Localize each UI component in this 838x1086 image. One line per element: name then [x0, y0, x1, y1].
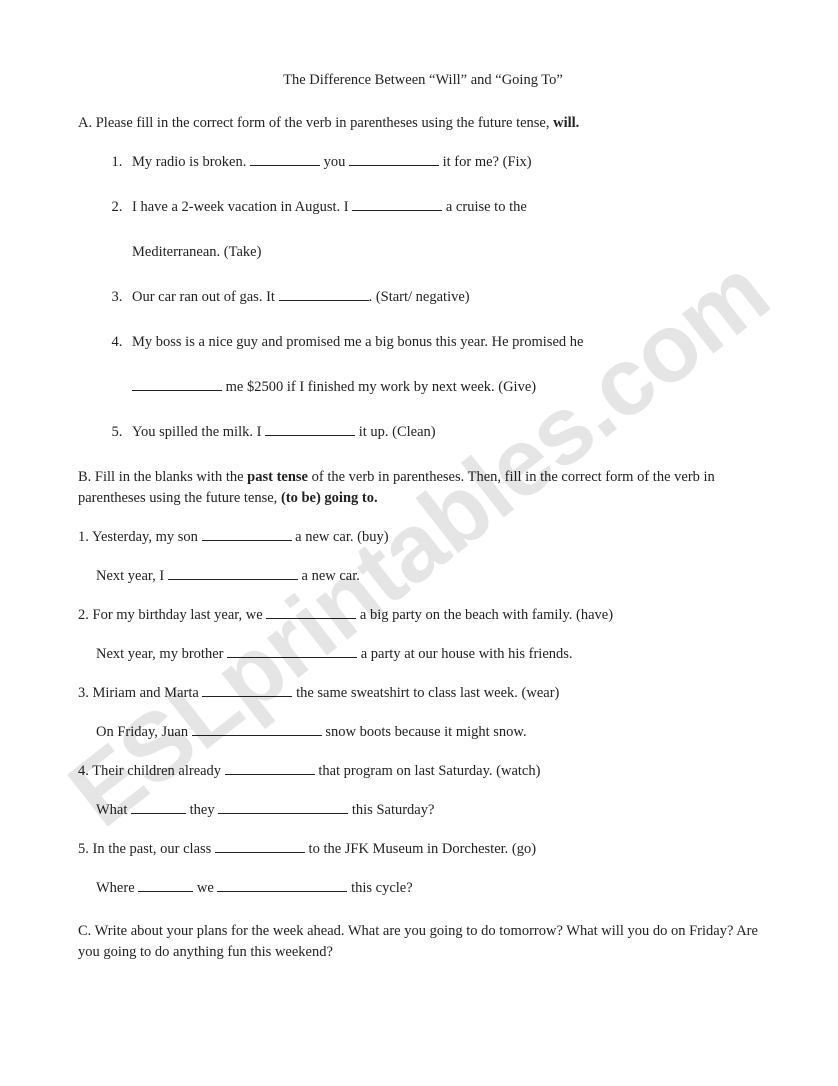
pair-line2: What they this Saturday?	[78, 800, 768, 821]
text: What	[96, 802, 131, 818]
pair-item: 4. Their children already that program o…	[78, 761, 768, 821]
text: me $2500 if I finished my work by next w…	[222, 379, 536, 395]
text: it for me? (Fix)	[439, 154, 532, 170]
page-title: The Difference Between “Will” and “Going…	[78, 70, 768, 91]
text: it up. (Clean)	[355, 424, 436, 440]
pair-item: 5. In the past, our class to the JFK Mus…	[78, 839, 768, 899]
text: 2. For my birthday last year, we	[78, 607, 266, 623]
pair-item: 2. For my birthday last year, we a big p…	[78, 605, 768, 665]
blank-input[interactable]	[218, 801, 348, 814]
text: we	[193, 880, 217, 896]
text: that program on last Saturday. (watch)	[315, 763, 541, 779]
text: You spilled the milk. I	[132, 424, 265, 440]
text: the same sweatshirt to class last week. …	[292, 685, 559, 701]
blank-input[interactable]	[217, 879, 347, 892]
blank-input[interactable]	[266, 606, 356, 619]
text: 1. Yesterday, my son	[78, 529, 202, 545]
text: snow boots because it might snow.	[322, 724, 527, 740]
text: My boss is a nice guy and promised me a …	[132, 334, 583, 350]
section-a-list: My radio is broken. you it for me? (Fix)…	[78, 152, 768, 443]
text: to the JFK Museum in Dorchester. (go)	[305, 841, 536, 857]
pair-line1: 1. Yesterday, my son a new car. (buy)	[78, 527, 768, 548]
blank-input[interactable]	[225, 762, 315, 775]
text: a new car. (buy)	[292, 529, 389, 545]
text-bold: past tense	[247, 469, 308, 485]
pair-item: 3. Miriam and Marta the same sweatshirt …	[78, 683, 768, 743]
pair-line1: 2. For my birthday last year, we a big p…	[78, 605, 768, 626]
section-b-intro: B. Fill in the blanks with the past tens…	[78, 467, 768, 509]
text: 3. Miriam and Marta	[78, 685, 202, 701]
text: they	[186, 802, 218, 818]
list-item: Our car ran out of gas. It . (Start/ neg…	[126, 287, 768, 308]
text: 4. Their children already	[78, 763, 225, 779]
pair-line2: Next year, my brother a party at our hou…	[78, 644, 768, 665]
pair-line1: 4. Their children already that program o…	[78, 761, 768, 782]
text: this Saturday?	[348, 802, 434, 818]
text: Our car ran out of gas. It	[132, 289, 279, 305]
text-bold: (to be) going to.	[281, 490, 378, 506]
section-a-intro: A. Please fill in the correct form of th…	[78, 113, 768, 134]
list-item: You spilled the milk. I it up. (Clean)	[126, 422, 768, 443]
section-c: C. Write about your plans for the week a…	[78, 921, 768, 963]
blank-input[interactable]	[250, 153, 320, 166]
text: a big party on the beach with family. (h…	[356, 607, 613, 623]
blank-input[interactable]	[215, 840, 305, 853]
worksheet-page: The Difference Between “Will” and “Going…	[0, 0, 838, 1003]
text: a cruise to the	[442, 199, 527, 215]
text: a party at our house with his friends.	[357, 646, 572, 662]
blank-input[interactable]	[349, 153, 439, 166]
blank-input[interactable]	[202, 684, 292, 697]
pair-line1: 5. In the past, our class to the JFK Mus…	[78, 839, 768, 860]
text: My radio is broken.	[132, 154, 250, 170]
pair-line1: 3. Miriam and Marta the same sweatshirt …	[78, 683, 768, 704]
blank-input[interactable]	[202, 528, 292, 541]
blank-input[interactable]	[192, 723, 322, 736]
blank-input[interactable]	[265, 423, 355, 436]
list-item: I have a 2-week vacation in August. I a …	[126, 197, 768, 263]
list-item: My radio is broken. you it for me? (Fix)	[126, 152, 768, 173]
blank-input[interactable]	[279, 288, 369, 301]
section-a-intro-bold: will.	[553, 115, 579, 131]
blank-input[interactable]	[168, 567, 298, 580]
blank-input[interactable]	[131, 801, 186, 814]
text: . (Start/ negative)	[369, 289, 470, 305]
continuation: me $2500 if I finished my work by next w…	[132, 377, 768, 398]
pair-line2: Where we this cycle?	[78, 878, 768, 899]
blank-input[interactable]	[227, 645, 357, 658]
blank-input[interactable]	[138, 879, 193, 892]
text: this cycle?	[347, 880, 412, 896]
text: Mediterranean. (Take)	[132, 242, 768, 263]
list-item: My boss is a nice guy and promised me a …	[126, 332, 768, 398]
text: a new car.	[298, 568, 360, 584]
text: 5. In the past, our class	[78, 841, 215, 857]
blank-input[interactable]	[352, 198, 442, 211]
text: Where	[96, 880, 138, 896]
blank-input[interactable]	[132, 378, 222, 391]
text: B. Fill in the blanks with the	[78, 469, 247, 485]
pair-line2: On Friday, Juan snow boots because it mi…	[78, 722, 768, 743]
text: I have a 2-week vacation in August. I	[132, 199, 352, 215]
text: Next year, my brother	[96, 646, 227, 662]
text: Next year, I	[96, 568, 168, 584]
section-a-intro-text: A. Please fill in the correct form of th…	[78, 115, 553, 131]
text: you	[320, 154, 349, 170]
pair-item: 1. Yesterday, my son a new car. (buy) Ne…	[78, 527, 768, 587]
pair-line2: Next year, I a new car.	[78, 566, 768, 587]
text: On Friday, Juan	[96, 724, 192, 740]
